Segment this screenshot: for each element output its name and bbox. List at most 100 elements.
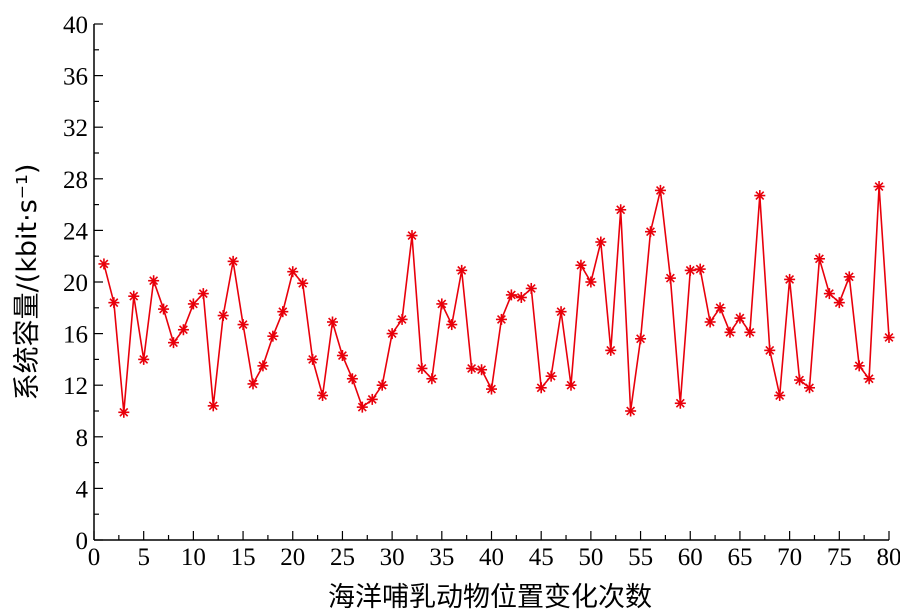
x-tick-label: 15 [231,544,256,571]
data-point [585,276,597,288]
data-point [267,330,279,342]
y-tick-label: 32 [63,115,88,142]
data-point [813,253,825,265]
data-point [386,328,398,340]
data-point [515,291,527,303]
data-point [883,331,895,343]
data-point [406,230,418,242]
data-point [843,271,855,283]
axes [93,24,889,541]
data-point [545,370,557,382]
x-tick-label: 80 [877,544,900,571]
data-point [784,273,796,285]
data-point [535,382,547,394]
data-point [704,316,716,328]
data-point [118,406,130,418]
data-point [366,393,378,405]
data-point [327,316,338,328]
series-line [103,186,890,413]
x-tick-label: 5 [137,544,150,571]
data-point [734,312,746,324]
x-tick-label: 70 [777,544,802,571]
y-tick-label: 8 [76,425,89,452]
data-point [823,288,835,300]
data-point [307,353,319,365]
data-point [108,297,120,309]
data-point [476,364,488,376]
data-point [645,226,656,238]
data-point [853,360,865,372]
data-point [684,264,696,276]
data-point [376,379,388,391]
data-point [168,337,179,349]
x-tick-label: 45 [529,544,554,571]
data-point [555,306,567,318]
x-tick-label: 60 [678,544,703,571]
x-tick-label: 10 [181,544,206,571]
data-point [297,277,309,289]
data-point [664,272,676,284]
y-tick-label: 12 [63,373,88,400]
x-tick-label: 20 [280,544,305,571]
data-point [635,333,647,345]
y-tick-label: 4 [76,476,89,503]
data-point [426,373,438,385]
data-point [187,298,199,310]
data-point [466,362,478,374]
data-point [794,374,806,386]
data-point [575,259,587,271]
data-point [873,181,885,193]
x-tick-label: 25 [330,544,355,571]
y-tick-label: 0 [76,528,89,555]
data-point [336,350,348,362]
data-point [654,184,666,196]
data-point [595,236,607,248]
data-point [396,313,408,325]
data-point [197,288,209,300]
data-point [505,289,517,301]
x-tick-label: 50 [578,544,603,571]
y-tick-label: 28 [63,167,88,194]
data-point [754,190,766,202]
x-tick-label: 55 [628,544,653,571]
data-point [486,383,497,395]
data-point [495,313,507,325]
data-point [207,400,219,412]
data-point [237,319,249,331]
data-point [774,390,786,402]
data-point [446,319,458,331]
data-point [416,362,428,374]
y-tick-label: 24 [63,218,89,245]
x-tick-label: 65 [727,544,752,571]
data-point [764,344,776,356]
data-point [456,264,468,276]
data-point [346,373,358,385]
data-point [804,382,815,394]
data-point [148,275,160,287]
y-tick-label: 16 [63,322,88,349]
data-point [138,353,150,365]
data-point [287,266,299,278]
data-point [863,373,875,385]
x-axis-ticks: 0 5 10 15 20 25 30 35 40 45 50 55 60 65 70 75 80 [88,531,900,571]
data-point [625,405,637,417]
data-point [674,397,686,409]
data-point [217,310,229,322]
y-tick-label: 36 [63,64,88,91]
data-point [317,390,329,402]
data-point [257,360,269,372]
x-tick-label: 0 [88,544,101,571]
y-tick-label: 20 [63,270,88,297]
data-point [525,282,537,294]
x-axis-label: 海洋哺乳动物位置变化次数 [328,582,652,613]
data-point [694,263,706,275]
data-point [436,298,448,310]
data-point [565,379,577,391]
x-tick-label: 35 [429,544,454,571]
data-point [227,255,239,267]
data-point [247,378,259,390]
data-point [277,306,289,318]
data-point [356,401,368,413]
data-point [128,290,140,302]
data-point [615,204,627,216]
